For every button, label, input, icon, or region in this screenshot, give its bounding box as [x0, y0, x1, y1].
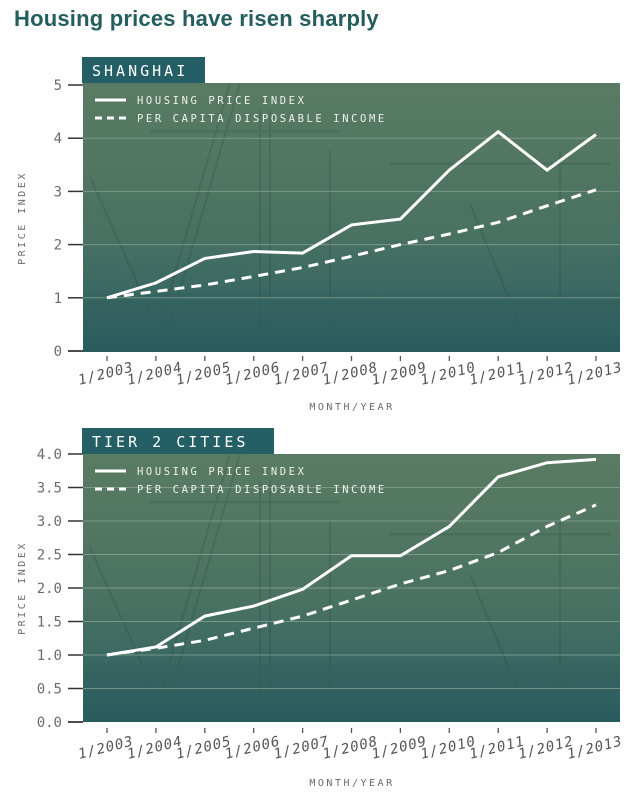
chart-title-box: [82, 428, 274, 454]
housing-price-line: [106, 457, 597, 657]
y-tick-label: 1.0: [37, 648, 62, 664]
x-tick-label: 1/2013: [566, 734, 625, 763]
y-tick-label: 0.0: [37, 715, 62, 731]
chart-title-box: [82, 57, 205, 83]
y-tick-label: 3.0: [37, 514, 62, 530]
y-tick-label: 0: [54, 344, 62, 360]
y-axis-label: PRICE INDEX: [17, 171, 28, 265]
shanghai-chart: 0 1 2 3 4 5 PRICE INDEX SHANGHAI HOUSING PRICE I…: [17, 57, 624, 413]
y-tick-label: 4: [54, 131, 62, 147]
y-tick-label: 3: [54, 184, 62, 200]
legend-housing-price-index: HOUSING PRICE INDEX: [137, 95, 307, 107]
y-tick-label: 2.5: [37, 548, 62, 564]
y-tick-label: 4.0: [37, 447, 62, 463]
plot-area: [83, 83, 620, 352]
legend-housing-price-index: HOUSING PRICE INDEX: [137, 466, 307, 478]
y-tick-label: 2.0: [37, 581, 62, 597]
housing-price-line: [106, 129, 597, 300]
chart-title: SHANGHAI: [92, 62, 188, 80]
legend-per-capita-income: PER CAPITA DISPOSABLE INCOME: [137, 484, 387, 496]
y-tick-label: 1.5: [37, 615, 62, 631]
y-axis-label: PRICE INDEX: [17, 541, 28, 635]
x-axis-label: MONTH/YEAR: [309, 778, 394, 789]
chart-title: TIER 2 CITIES: [92, 433, 248, 451]
shanghai-chart-svg: 0 1 2 3 4 5 PRICE INDEX SHANGHAI HOUSING PRICE I…: [17, 57, 624, 413]
legend-per-capita-income: PER CAPITA DISPOSABLE INCOME: [137, 113, 387, 125]
y-tick-label: 1: [54, 291, 62, 307]
crane-background-image: [83, 453, 620, 722]
income-line: [106, 188, 597, 300]
y-tick-label: 2: [54, 238, 62, 254]
page-title: Housing prices have risen sharply: [14, 6, 379, 31]
x-axis-label: MONTH/YEAR: [309, 402, 394, 413]
y-tick-label: 3.5: [37, 481, 62, 497]
y-tick-label: 0.5: [37, 682, 62, 698]
y-tick-label: 5: [54, 78, 62, 94]
